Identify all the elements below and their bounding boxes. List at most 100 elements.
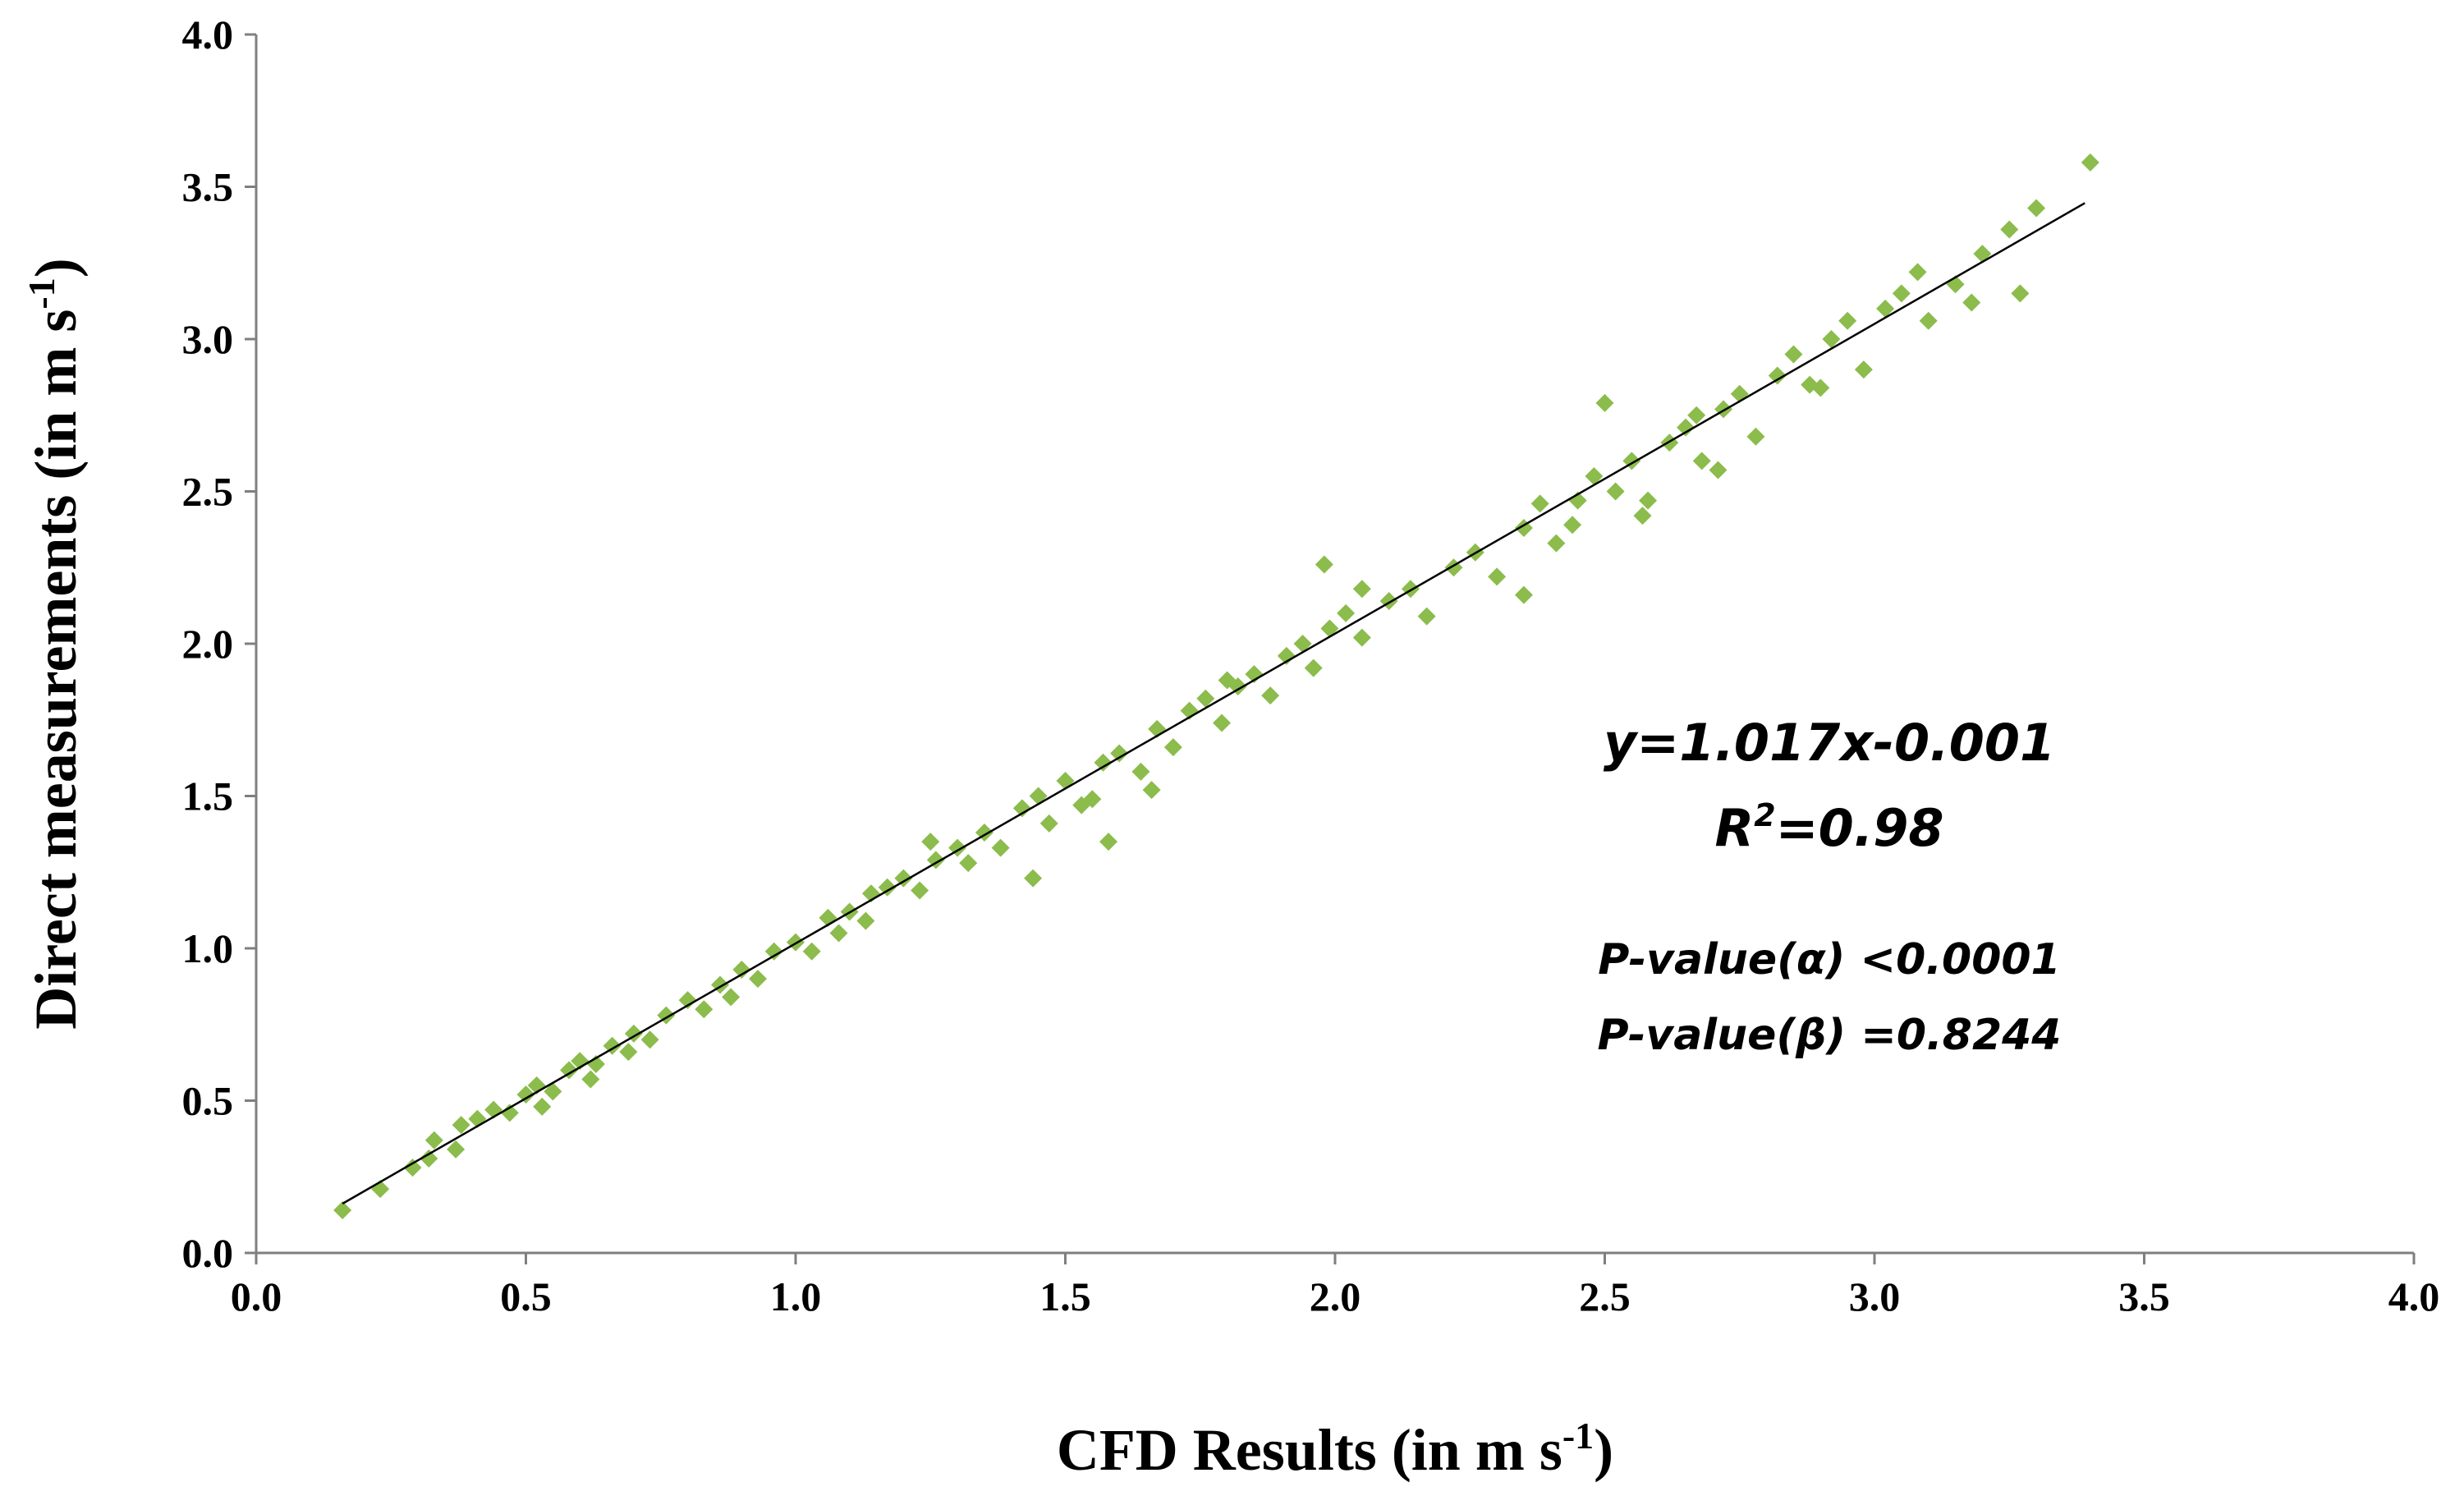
y-axis-title-sup: -1	[21, 278, 62, 309]
y-tick-label: 4.0	[182, 11, 234, 57]
data-point	[856, 911, 875, 930]
data-point	[2011, 284, 2030, 303]
r-squared-value: =0.98	[1776, 798, 1944, 858]
data-point	[749, 970, 768, 989]
x-tick-label: 2.5	[1579, 1273, 1631, 1319]
data-point	[2081, 153, 2099, 172]
x-tick-label: 3.5	[2118, 1273, 2170, 1319]
x-axis-title: CFD Results (in m s-1)	[1057, 1415, 1613, 1483]
data-point	[787, 933, 805, 952]
data-point	[722, 988, 741, 1007]
data-point	[959, 854, 978, 873]
y-axis-title-close: )	[23, 258, 89, 278]
data-point	[1838, 311, 1857, 330]
data-point	[1595, 393, 1614, 412]
data-point	[1962, 293, 1981, 312]
data-point	[544, 1082, 562, 1101]
data-point	[1530, 494, 1549, 513]
data-point	[1352, 580, 1371, 599]
data-point	[560, 1061, 579, 1080]
y-tick-label: 3.5	[182, 164, 234, 210]
x-tick-label: 2.0	[1310, 1273, 1361, 1319]
y-tick-label: 1.5	[182, 773, 234, 819]
data-point	[1488, 567, 1507, 586]
data-point	[1320, 619, 1339, 638]
p-value-alpha: P-value(α) <0.0001	[1598, 935, 2060, 984]
data-point	[1039, 814, 1058, 833]
data-point	[1163, 738, 1182, 757]
data-point	[1784, 345, 1803, 364]
y-tick-label: 1.0	[182, 925, 234, 971]
data-point	[424, 1131, 443, 1149]
y-axis-title-main: Direct measurements (in m s	[23, 310, 89, 1030]
data-point	[403, 1159, 422, 1177]
data-point	[1417, 607, 1436, 626]
data-point	[678, 991, 697, 1010]
y-tick-label: 3.0	[182, 316, 234, 362]
x-tick-label: 0.0	[231, 1273, 282, 1319]
data-point	[1692, 452, 1711, 470]
y-tick-label: 0.0	[182, 1230, 234, 1276]
data-point	[1973, 245, 1992, 264]
data-point	[1401, 580, 1420, 599]
data-point	[1131, 762, 1150, 781]
data-point	[1218, 671, 1237, 690]
data-point	[1768, 366, 1787, 385]
x-tick-label: 1.5	[1039, 1273, 1091, 1319]
r-squared-sup: 2	[1754, 797, 1775, 833]
y-tick-label: 2.5	[182, 469, 234, 515]
data-point	[581, 1070, 600, 1089]
data-point	[695, 1000, 714, 1019]
data-point	[1099, 833, 1118, 851]
data-point	[802, 942, 821, 961]
data-point	[1142, 781, 1161, 800]
data-point	[1110, 744, 1129, 763]
x-tick-label: 1.0	[770, 1273, 822, 1319]
data-point	[1261, 686, 1280, 705]
data-point	[894, 869, 913, 888]
data-point	[500, 1104, 519, 1122]
data-point	[2027, 199, 2046, 218]
data-point	[619, 1043, 638, 1062]
y-axis-title: Direct measurements (in m s-1)	[21, 258, 89, 1029]
data-point	[447, 1140, 466, 1159]
data-point	[1709, 461, 1728, 479]
data-point	[1514, 585, 1533, 604]
data-points	[333, 153, 2099, 1220]
r-squared-label: R	[1714, 798, 1754, 858]
data-point	[2000, 220, 2019, 239]
data-point	[1811, 379, 1830, 397]
data-point	[1029, 787, 1048, 805]
data-point	[1315, 555, 1333, 574]
data-point	[1585, 466, 1604, 485]
data-point	[516, 1085, 535, 1104]
data-point	[1293, 635, 1312, 653]
data-point	[1563, 516, 1582, 535]
data-point	[1056, 771, 1075, 790]
regression-annotations: y=1.017x-0.001 R2=0.98 P-value(α) <0.000…	[1598, 713, 2062, 1060]
data-point	[1919, 311, 1938, 330]
data-point	[533, 1097, 552, 1116]
data-point	[1304, 658, 1323, 677]
r-squared: R2=0.98	[1714, 797, 1943, 858]
data-point	[991, 838, 1010, 857]
data-point	[1908, 263, 1927, 282]
x-ticks: 0.0 0.5 1.0 1.5 2.0 2.5 3.0 3.5 4.0	[231, 1253, 2440, 1319]
data-point	[1854, 360, 1873, 379]
axes	[255, 34, 2414, 1255]
data-point	[1083, 790, 1102, 809]
data-point	[1714, 400, 1733, 419]
data-point	[921, 833, 940, 851]
y-ticks: 0.0 0.5 1.0 1.5 2.0 2.5 3.0 3.5 4.0	[182, 11, 256, 1276]
data-point	[1012, 799, 1031, 818]
data-point	[1746, 427, 1765, 446]
x-tick-label: 4.0	[2388, 1273, 2440, 1319]
data-point	[911, 881, 929, 900]
data-point	[1547, 534, 1566, 553]
data-point	[732, 960, 751, 979]
regression-equation: y=1.017x-0.001	[1604, 713, 2055, 773]
data-point	[1337, 603, 1356, 622]
data-point	[1277, 646, 1296, 665]
data-point	[1213, 713, 1232, 732]
data-point	[1633, 507, 1652, 525]
